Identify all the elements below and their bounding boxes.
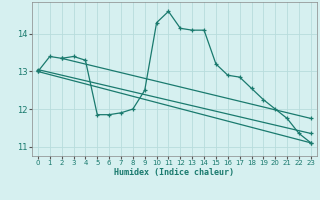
X-axis label: Humidex (Indice chaleur): Humidex (Indice chaleur)	[115, 168, 234, 177]
